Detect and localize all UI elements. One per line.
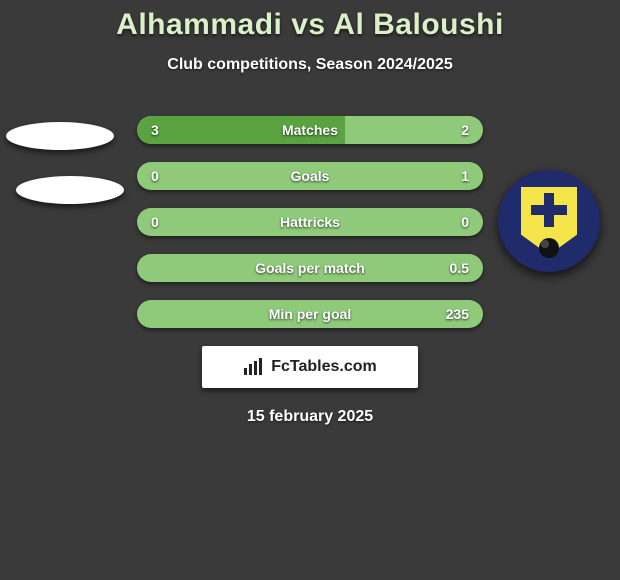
stat-label: Matches [137,116,483,144]
date-text: 15 february 2025 [0,408,620,426]
stat-row: 3Matches2 [137,116,483,144]
bars-icon [243,358,265,376]
stat-row: Goals per match0.5 [137,254,483,282]
stat-right-value: 235 [446,300,469,328]
page-title: Alhammadi vs Al Baloushi [0,8,620,42]
left-ellipse-2 [16,176,124,204]
stat-row: 0Hattricks0 [137,208,483,236]
stat-label: Min per goal [137,300,483,328]
fctables-badge: FcTables.com [202,346,418,388]
fctables-text: FcTables.com [271,358,377,376]
stat-right-value: 0.5 [450,254,469,282]
stat-label: Hattricks [137,208,483,236]
stat-right-value: 2 [461,116,469,144]
left-ellipse-1 [6,122,114,150]
stat-right-value: 1 [461,162,469,190]
stat-label: Goals per match [137,254,483,282]
stat-row: 0Goals1 [137,162,483,190]
stat-right-value: 0 [461,208,469,236]
stat-label: Goals [137,162,483,190]
stats-block: 3Matches20Goals10Hattricks0Goals per mat… [137,116,483,328]
club-logo [498,170,600,272]
stat-row: Min per goal235 [137,300,483,328]
subtitle: Club competitions, Season 2024/2025 [0,56,620,74]
